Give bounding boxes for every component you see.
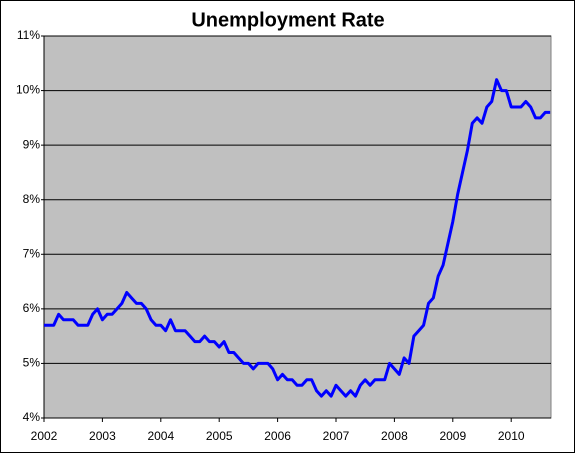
x-tick-label: 2008: [381, 429, 408, 443]
y-tick-label: 11%: [17, 28, 40, 42]
y-tick-label: 7%: [23, 246, 41, 260]
y-tick-label: 5%: [23, 356, 41, 370]
y-tick-label: 8%: [23, 192, 41, 206]
y-tick-label: 4%: [23, 410, 41, 424]
y-tick-label: 10%: [16, 83, 40, 97]
x-tick-label: 2004: [147, 429, 174, 443]
y-tick-label: 6%: [23, 301, 41, 315]
chart-title: Unemployment Rate: [191, 9, 384, 31]
data-line: [44, 78, 551, 398]
x-tick-label: 2009: [439, 429, 466, 443]
x-tick-label: 2007: [323, 429, 350, 443]
x-tick-label: 2002: [31, 429, 58, 443]
x-tick-label: 2010: [498, 429, 525, 443]
y-tick-label: 9%: [23, 137, 41, 151]
x-tick-label: 2006: [264, 429, 291, 443]
plot-area: [43, 35, 552, 419]
x-tick-label: 2003: [89, 429, 116, 443]
x-tick-label: 2005: [206, 429, 233, 443]
